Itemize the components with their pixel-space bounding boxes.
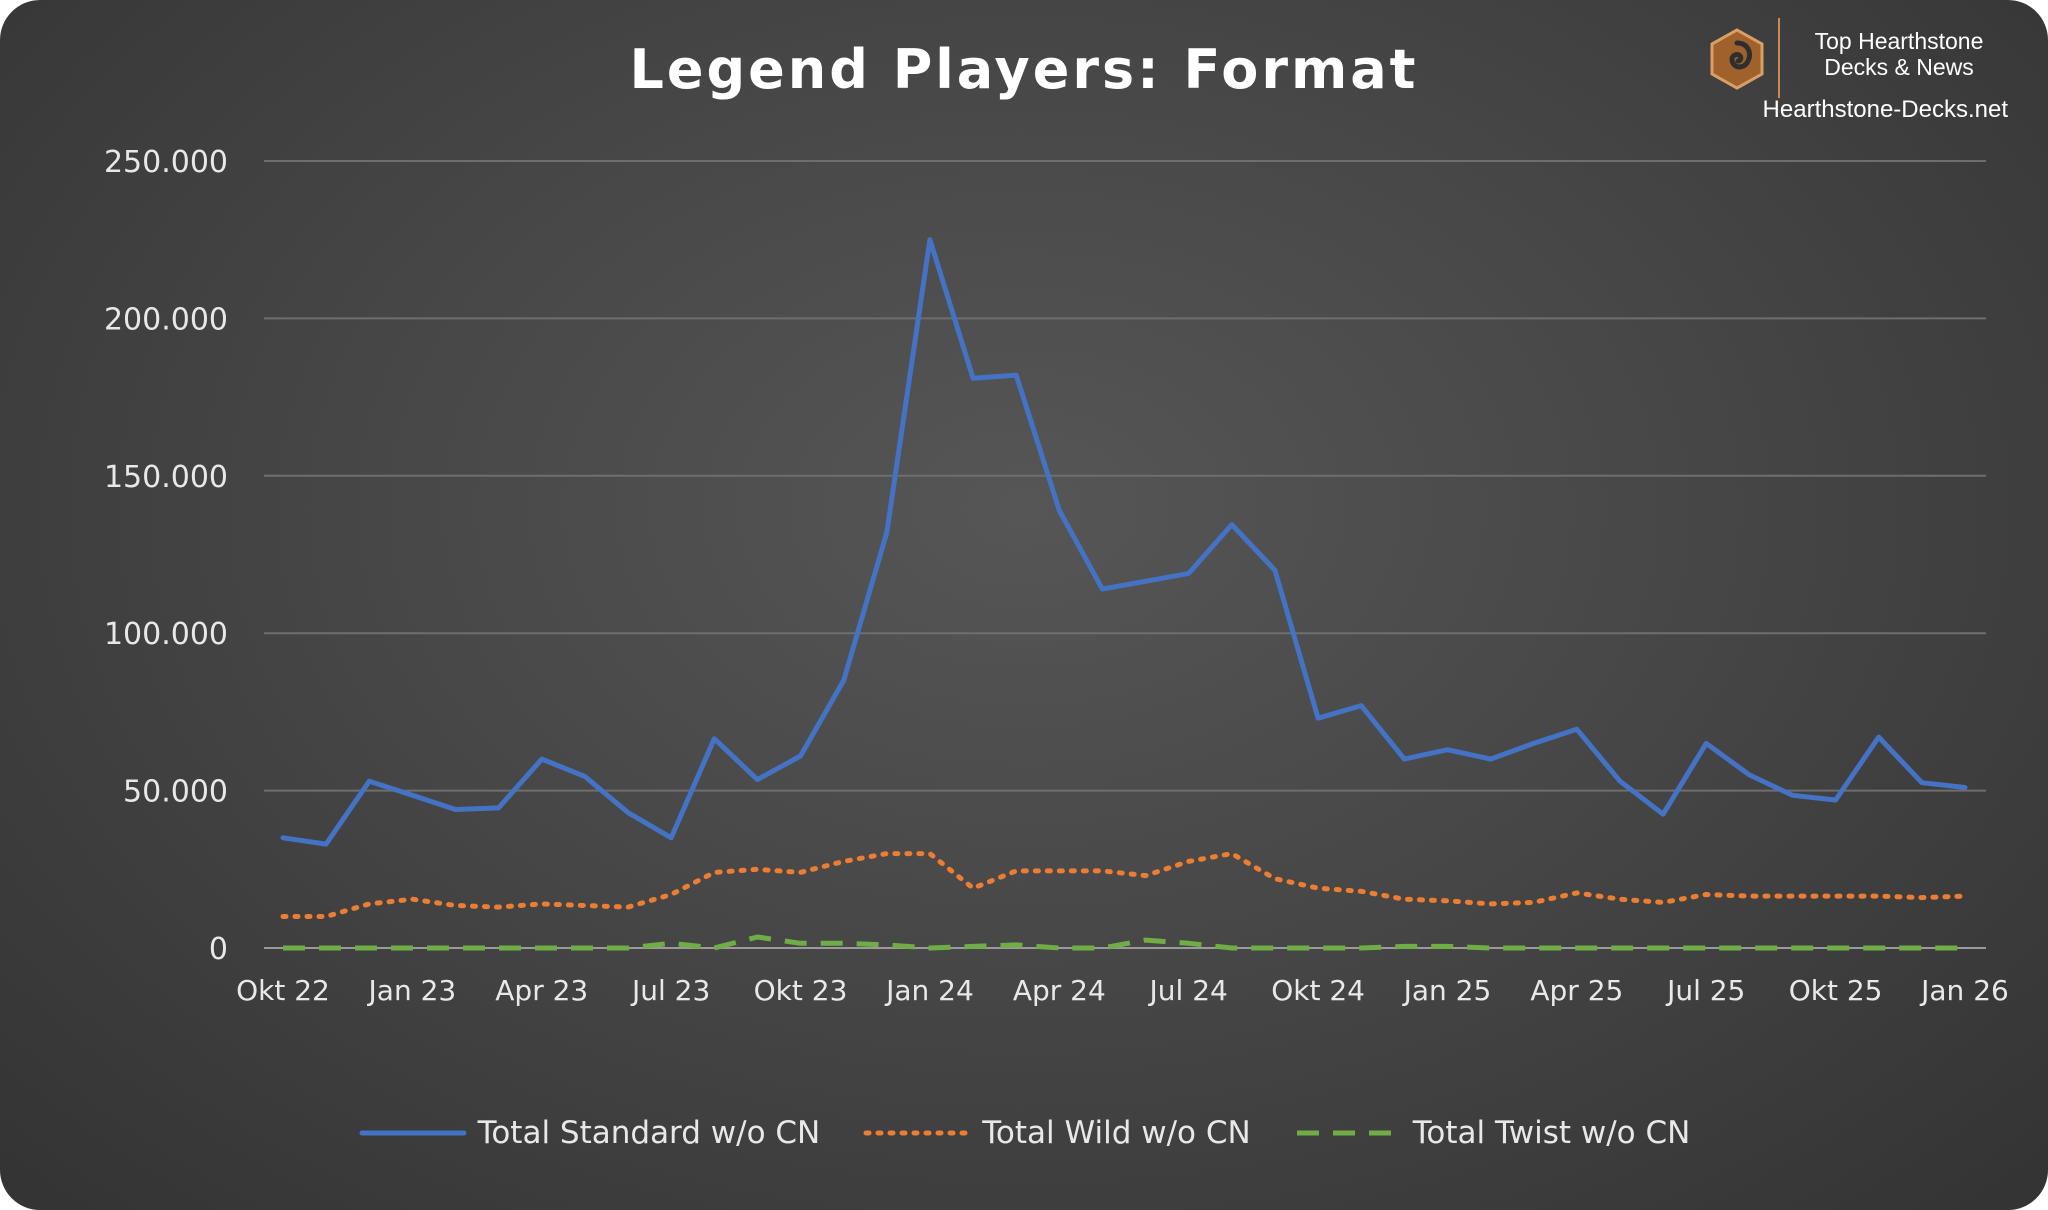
series-line-total-twist-w-o-cn: [283, 934, 1965, 951]
legend-label: Total Wild w/o CN: [982, 1115, 1251, 1151]
series-line-total-standard-w-o-cn: [280, 237, 1968, 847]
series-line-total-wild-w-o-cn: [280, 851, 1968, 919]
x-tick-label: Jul 25: [1665, 974, 1745, 1007]
brand-url: Hearthstone-Decks.net: [1762, 96, 2008, 123]
x-tick-label: Okt 22: [236, 974, 330, 1007]
x-tick-label: Jul 24: [1148, 974, 1228, 1007]
x-tick-label: Jan 26: [1919, 974, 2009, 1007]
y-tick-label: 200.000: [104, 302, 228, 337]
x-tick-label: Okt 25: [1789, 974, 1883, 1007]
legend-swatch: [359, 1130, 467, 1136]
y-tick-label: 0: [209, 932, 228, 967]
y-tick-label: 250.000: [104, 145, 228, 180]
brand-tagline-line2: Decks & News: [1824, 54, 1974, 80]
x-tick-label: Okt 24: [1271, 974, 1365, 1007]
hearthstone-logo-icon: [1710, 28, 1764, 90]
gridlines: [264, 160, 1986, 949]
brand-divider: [1778, 18, 1780, 98]
legend-label: Total Standard w/o CN: [477, 1115, 821, 1151]
brand-tagline-line1: Top Hearthstone: [1814, 28, 1984, 54]
x-tick-label: Apr 23: [495, 974, 588, 1007]
chart-title: Legend Players: Format: [629, 38, 1419, 101]
y-tick-label: 150.000: [104, 460, 228, 495]
y-axis: 0 50.000 100.000 150.000 200.000 250.000: [104, 145, 228, 967]
x-tick-label: Jan 23: [367, 974, 457, 1007]
legend-swatch: [863, 1130, 971, 1136]
legend-item-total-standard-w-o-cn: Total Standard w/o CN: [358, 1115, 821, 1151]
x-tick-label: Apr 25: [1530, 974, 1623, 1007]
y-tick-label: 100.000: [104, 617, 228, 652]
x-tick-label: Jan 25: [1402, 974, 1492, 1007]
line-chart: 0 50.000 100.000 150.000 200.000 250.000 Okt …: [104, 145, 2009, 1007]
chart-legend: Total Standard w/o CN Total Wild w/o CN To…: [0, 1108, 2048, 1158]
y-tick-label: 50.000: [123, 775, 228, 810]
x-tick-label: Jan 24: [884, 974, 974, 1007]
series-lines: [280, 237, 1968, 951]
x-tick-label: Jul 23: [630, 974, 710, 1007]
x-tick-label: Apr 24: [1013, 974, 1106, 1007]
legend-label: Total Twist w/o CN: [1412, 1115, 1691, 1151]
legend-item-total-twist-w-o-cn: Total Twist w/o CN: [1293, 1115, 1691, 1151]
legend-item-total-wild-w-o-cn: Total Wild w/o CN: [862, 1115, 1251, 1151]
x-axis: Okt 22 Jan 23 Apr 23 Jul 23 Okt 23 Jan 24 Apr …: [236, 974, 2009, 1007]
brand-logo-block: Top Hearthstone Decks & News Hearthstone…: [1708, 14, 2008, 134]
x-tick-label: Okt 23: [754, 974, 848, 1007]
legend-swatch: [1296, 1130, 1399, 1136]
